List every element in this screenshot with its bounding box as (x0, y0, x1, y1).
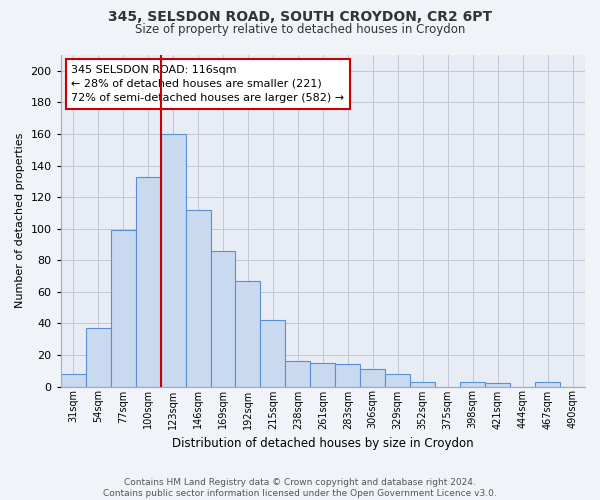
Bar (61, 374, 86, 386)
Bar (310, 363, 335, 386)
X-axis label: Distribution of detached houses by size in Croydon: Distribution of detached houses by size … (172, 437, 473, 450)
Text: Contains HM Land Registry data © Crown copyright and database right 2024.
Contai: Contains HM Land Registry data © Crown c… (103, 478, 497, 498)
Bar (485, 384, 510, 386)
Bar (361, 369, 385, 386)
Text: 345, SELSDON ROAD, SOUTH CROYDON, CR2 6PT: 345, SELSDON ROAD, SOUTH CROYDON, CR2 6P… (108, 10, 492, 24)
Bar (211, 251, 235, 386)
Bar (286, 362, 310, 386)
Bar (410, 382, 435, 386)
Bar (335, 364, 361, 386)
Bar (110, 230, 136, 386)
Bar (235, 280, 260, 386)
Y-axis label: Number of detached properties: Number of detached properties (15, 133, 25, 308)
Bar (460, 382, 485, 386)
Bar (185, 210, 211, 386)
Bar (136, 176, 161, 386)
Bar (161, 134, 185, 386)
Text: Size of property relative to detached houses in Croydon: Size of property relative to detached ho… (135, 22, 465, 36)
Bar (385, 374, 410, 386)
Text: 345 SELSDON ROAD: 116sqm
← 28% of detached houses are smaller (221)
72% of semi-: 345 SELSDON ROAD: 116sqm ← 28% of detach… (71, 65, 344, 103)
Bar (535, 382, 560, 386)
Bar (86, 328, 110, 386)
Bar (260, 320, 286, 386)
